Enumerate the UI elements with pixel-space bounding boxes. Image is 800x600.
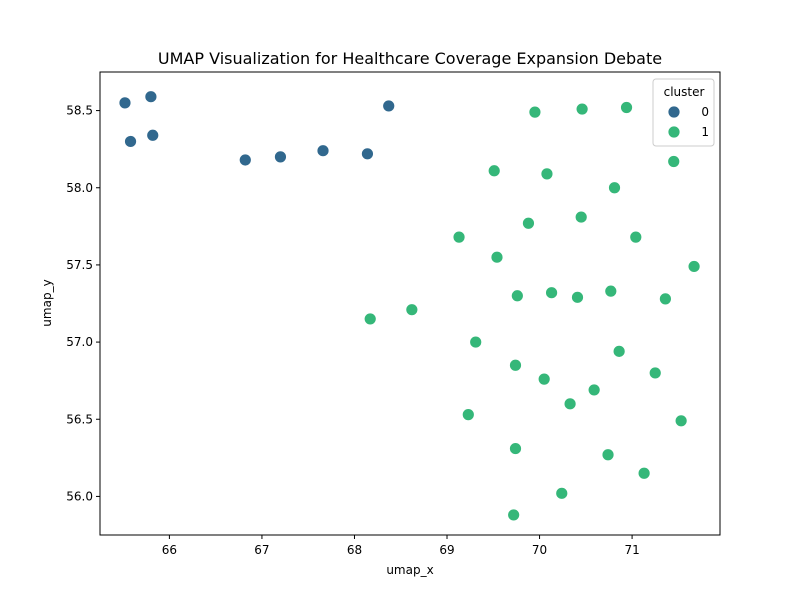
point-cluster-1: [574, 210, 588, 224]
point-cluster-0: [146, 128, 160, 142]
point-cluster-1: [620, 101, 633, 114]
point-cluster-1: [363, 312, 377, 326]
point-cluster-1: [612, 344, 626, 358]
x-tick-label: 70: [532, 543, 547, 557]
x-tick-label: 71: [624, 543, 639, 557]
y-tick-label: 58.5: [66, 104, 93, 118]
point-cluster-1: [563, 397, 577, 411]
legend: cluster 0 1: [652, 78, 715, 147]
x-axis-label: umap_x: [386, 563, 433, 577]
y-axis-ticks: 56.0 56.5 57.0 57.5 58.0 58.5: [66, 104, 100, 503]
point-cluster-1: [571, 290, 584, 304]
point-cluster-1: [522, 216, 535, 230]
point-cluster-1: [461, 408, 475, 422]
point-cluster-0: [124, 135, 137, 148]
point-cluster-0: [144, 90, 158, 104]
y-tick-label: 56.0: [66, 489, 93, 503]
point-cluster-1: [659, 292, 672, 306]
point-cluster-1: [510, 289, 524, 303]
point-cluster-0: [118, 96, 132, 110]
point-cluster-1: [604, 284, 618, 298]
x-axis-ticks: 66 67 68 69 70 71: [162, 535, 640, 557]
point-cluster-1: [490, 250, 504, 264]
point-cluster-1: [452, 230, 466, 244]
point-cluster-0: [316, 144, 330, 158]
chart-title: UMAP Visualization for Healthcare Covera…: [158, 49, 662, 68]
x-tick-label: 67: [254, 543, 269, 557]
y-axis-label: umap_y: [40, 279, 54, 326]
legend-marker-0: [667, 105, 681, 119]
point-cluster-1: [687, 260, 701, 273]
data-points: [118, 90, 701, 522]
plot-area-frame: [99, 71, 721, 536]
point-cluster-1: [637, 466, 651, 480]
point-cluster-1: [608, 181, 621, 195]
point-cluster-1: [540, 167, 554, 181]
point-cluster-1: [587, 383, 601, 397]
point-cluster-1: [469, 335, 483, 349]
point-cluster-1: [509, 358, 522, 372]
point-cluster-1: [575, 102, 589, 116]
point-cluster-1: [629, 230, 643, 244]
point-cluster-1: [667, 155, 681, 168]
legend-marker-1: [667, 125, 681, 139]
y-tick-label: 57.5: [66, 258, 93, 272]
point-cluster-1: [545, 286, 558, 300]
point-cluster-1: [674, 414, 688, 428]
y-tick-label: 58.0: [66, 181, 93, 195]
point-cluster-1: [537, 372, 551, 386]
point-cluster-0: [361, 147, 374, 161]
y-tick-label: 56.5: [66, 412, 93, 426]
point-cluster-0: [238, 153, 252, 167]
point-cluster-1: [405, 303, 419, 317]
point-cluster-1: [509, 442, 522, 455]
legend-title: cluster: [664, 85, 705, 99]
y-tick-label: 57.0: [66, 335, 93, 349]
point-cluster-1: [601, 448, 615, 462]
point-cluster-1: [528, 105, 542, 119]
legend-label-0: 0: [701, 105, 709, 119]
point-cluster-1: [507, 508, 521, 522]
x-tick-label: 69: [439, 543, 454, 557]
point-cluster-1: [487, 164, 501, 178]
x-tick-label: 68: [347, 543, 362, 557]
legend-label-1: 1: [701, 125, 709, 139]
point-cluster-1: [555, 486, 569, 500]
point-cluster-1: [648, 366, 662, 380]
point-cluster-0: [382, 99, 396, 113]
x-tick-label: 66: [162, 543, 177, 557]
point-cluster-0: [274, 150, 287, 164]
